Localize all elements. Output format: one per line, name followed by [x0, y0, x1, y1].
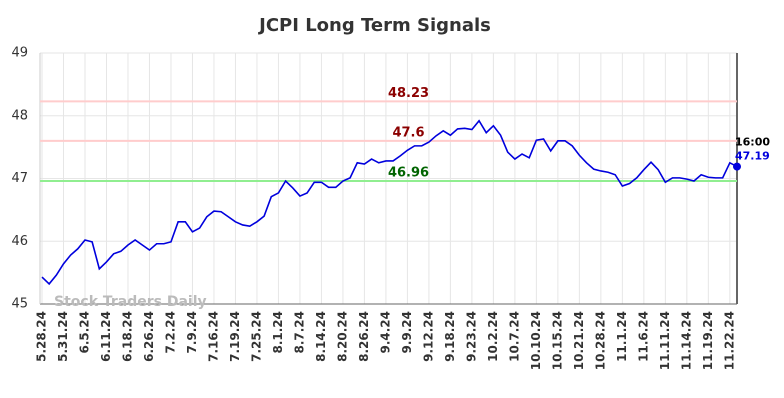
x-tick-label: 8.20.24 — [335, 311, 349, 362]
chart-title: JCPI Long Term Signals — [257, 15, 491, 36]
x-tick-label: 8.14.24 — [314, 311, 328, 362]
x-tick-label: 9.12.24 — [421, 311, 435, 362]
x-tick-label: 7.19.24 — [228, 311, 242, 362]
x-tick-label: 9.18.24 — [443, 311, 457, 362]
x-tick-label: 10.7.24 — [507, 311, 521, 362]
x-tick-label: 11.1.24 — [615, 311, 629, 362]
last-value-label: 47.19 — [735, 150, 770, 163]
x-tick-label: 10.28.24 — [593, 311, 607, 370]
x-tick-label: 10.10.24 — [529, 311, 543, 370]
x-tick-label: 10.21.24 — [572, 311, 586, 370]
y-tick-label: 49 — [11, 46, 28, 61]
signal-label: 46.96 — [388, 166, 429, 181]
x-tick-label: 11.11.24 — [658, 311, 672, 370]
signal-label: 48.23 — [388, 86, 429, 101]
x-tick-label: 7.2.24 — [163, 311, 177, 354]
watermark: Stock Traders Daily — [54, 294, 207, 310]
y-tick-label: 47 — [11, 171, 28, 186]
x-tick-label: 9.9.24 — [400, 311, 414, 354]
x-tick-label: 5.31.24 — [56, 311, 70, 362]
x-tick-label: 9.4.24 — [378, 311, 392, 354]
x-tick-label: 5.28.24 — [35, 311, 49, 362]
x-tick-label: 8.7.24 — [292, 311, 306, 354]
x-tick-label: 7.9.24 — [185, 311, 199, 354]
last-time-label: 16:00 — [735, 136, 770, 149]
price-line — [41, 119, 738, 286]
x-tick-label: 6.11.24 — [99, 311, 113, 362]
y-tick-label: 45 — [11, 297, 28, 312]
x-tick-label: 7.25.24 — [249, 311, 263, 362]
x-tick-label: 11.22.24 — [722, 311, 736, 370]
x-tick-label: 8.26.24 — [357, 311, 371, 362]
x-tick-label: 8.1.24 — [271, 311, 285, 354]
last-point — [733, 162, 741, 171]
x-tick-label: 11.6.24 — [636, 311, 650, 362]
y-tick-label: 48 — [11, 108, 28, 123]
y-tick-label: 46 — [11, 234, 28, 249]
x-tick-label: 6.26.24 — [142, 311, 156, 362]
x-tick-label: 10.15.24 — [550, 311, 564, 370]
signal-label: 47.6 — [392, 125, 424, 140]
x-tick-label: 10.2.24 — [486, 311, 500, 362]
x-tick-label: 7.16.24 — [206, 311, 220, 362]
x-tick-label: 6.18.24 — [120, 311, 134, 362]
x-tick-label: 6.5.24 — [77, 311, 91, 354]
x-tick-label: 11.19.24 — [701, 311, 715, 370]
x-tick-label: 9.23.24 — [464, 311, 478, 362]
x-tick-label: 11.14.24 — [679, 311, 693, 370]
